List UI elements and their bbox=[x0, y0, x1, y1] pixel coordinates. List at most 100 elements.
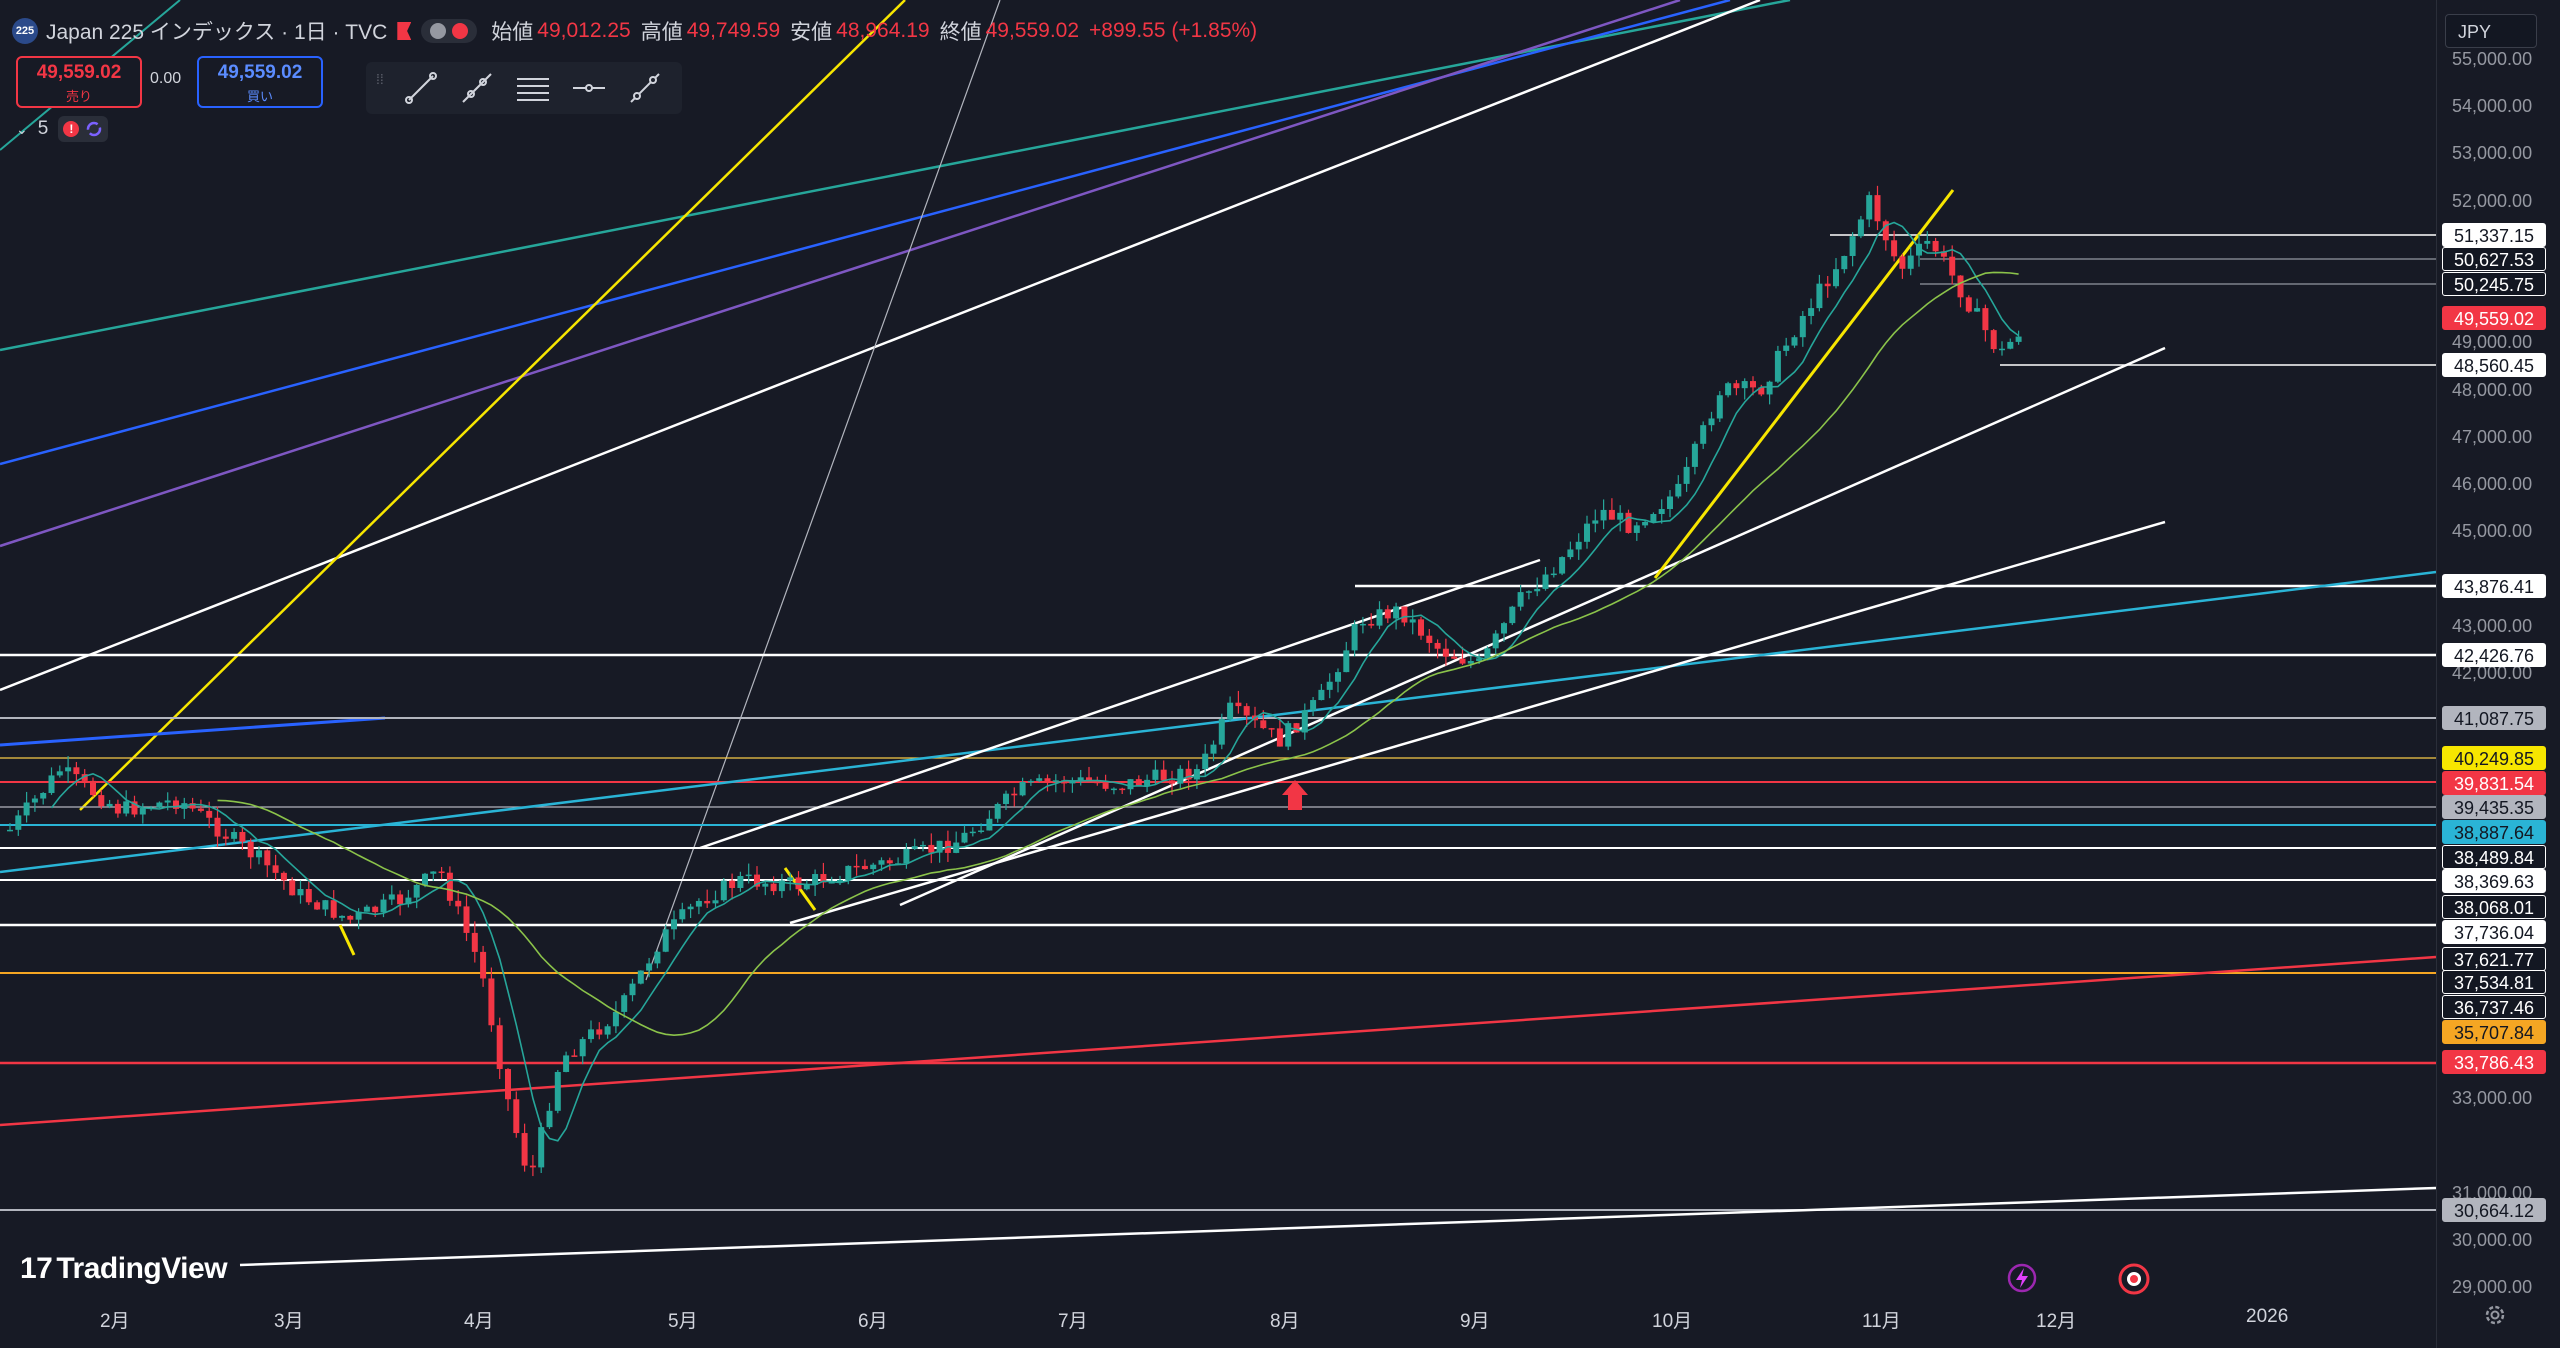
drag-handle-icon[interactable]: ⁞⁞ bbox=[376, 71, 384, 87]
candle bbox=[123, 801, 130, 814]
candle bbox=[1525, 591, 1532, 593]
warning-icon: ! bbox=[63, 121, 80, 137]
candle bbox=[56, 771, 63, 776]
tradingview-logo[interactable]: 17 TradingView bbox=[20, 1252, 228, 1286]
trend-line-blue-short[interactable] bbox=[0, 716, 386, 747]
candle bbox=[1633, 525, 1640, 533]
price-tick: 33,000.00 bbox=[2452, 1088, 2533, 1109]
candle bbox=[1119, 788, 1126, 791]
record-icon[interactable] bbox=[2117, 1262, 2151, 1296]
candle bbox=[1708, 418, 1715, 426]
candle bbox=[1218, 719, 1225, 745]
candle bbox=[48, 775, 55, 793]
arrow-marker-icon[interactable] bbox=[1282, 780, 1308, 810]
high-value: 49,749.59 bbox=[686, 19, 781, 42]
yellow-mark-1[interactable] bbox=[338, 924, 356, 956]
candle bbox=[529, 1165, 536, 1168]
trend-line-tool-icon[interactable] bbox=[400, 68, 442, 108]
candle bbox=[1808, 308, 1815, 316]
candle bbox=[189, 803, 196, 809]
extended-line-tool-icon[interactable] bbox=[624, 68, 666, 108]
candle bbox=[1384, 609, 1391, 619]
candle bbox=[1833, 269, 1839, 287]
candle bbox=[413, 884, 420, 898]
candle bbox=[704, 900, 711, 904]
candle bbox=[1127, 779, 1134, 790]
indicator-count[interactable]: 5 bbox=[37, 118, 49, 139]
time-axis-label: 11月 bbox=[1862, 1311, 1901, 1332]
candle bbox=[297, 889, 304, 896]
trend-line-cyan[interactable] bbox=[0, 570, 2437, 874]
sell-button[interactable]: 49,559.02 売り bbox=[16, 56, 142, 108]
time-axis-label: 5月 bbox=[668, 1311, 698, 1332]
candle bbox=[1426, 635, 1433, 643]
candle bbox=[1459, 658, 1466, 664]
trend-line-white[interactable] bbox=[0, 0, 1761, 692]
trend-line-teal[interactable] bbox=[0, 0, 1791, 352]
settings-gear-icon[interactable] bbox=[2482, 1302, 2508, 1328]
candle bbox=[1094, 781, 1101, 784]
trend-line-grey[interactable] bbox=[645, 0, 1001, 981]
horizontal-line-tool-icon[interactable] bbox=[568, 68, 610, 108]
candle bbox=[762, 883, 769, 887]
candle bbox=[1044, 778, 1051, 782]
candle bbox=[397, 894, 404, 905]
candle bbox=[247, 841, 254, 858]
candle bbox=[1260, 720, 1267, 729]
candle bbox=[1949, 256, 1956, 276]
flag-icon[interactable] bbox=[397, 22, 412, 40]
candle bbox=[828, 882, 835, 884]
channel-upper[interactable] bbox=[699, 558, 1541, 850]
chevron-down-icon[interactable]: ⌄ bbox=[16, 120, 28, 137]
compare-toggle[interactable] bbox=[421, 19, 478, 43]
price-label: 30,664.12 bbox=[2442, 1198, 2546, 1222]
candle bbox=[770, 883, 777, 892]
candle bbox=[1210, 744, 1217, 754]
candle bbox=[903, 848, 910, 864]
candle bbox=[1235, 702, 1242, 707]
candle bbox=[214, 817, 221, 837]
candle bbox=[538, 1127, 545, 1168]
candle bbox=[1144, 779, 1151, 786]
trend-line-red[interactable] bbox=[0, 955, 2437, 1127]
candle bbox=[1418, 619, 1424, 636]
ray-tool-icon[interactable] bbox=[456, 68, 498, 108]
candle bbox=[1534, 588, 1541, 592]
currency-select[interactable]: JPY bbox=[2445, 14, 2537, 48]
candle bbox=[471, 932, 478, 952]
candle bbox=[1791, 337, 1798, 346]
price-tick: 46,000.00 bbox=[2452, 474, 2533, 495]
lightning-icon[interactable] bbox=[2006, 1262, 2038, 1294]
channel-lower[interactable] bbox=[789, 520, 2166, 925]
trend-line-yellow[interactable] bbox=[79, 0, 906, 811]
trend-line-purple[interactable] bbox=[0, 0, 1681, 548]
candle bbox=[1799, 315, 1806, 338]
candle bbox=[1675, 483, 1682, 497]
candle bbox=[1716, 395, 1723, 419]
candle bbox=[505, 1069, 511, 1100]
candle bbox=[1227, 702, 1234, 720]
parallel-channel-tool-icon[interactable] bbox=[512, 68, 554, 108]
candle bbox=[197, 808, 204, 811]
price-label: 36,737.46 bbox=[2442, 995, 2546, 1019]
trend-line-white-bottom[interactable] bbox=[239, 1186, 2437, 1267]
candle bbox=[2015, 336, 2022, 342]
trend-line-yellow-2[interactable] bbox=[1653, 189, 1955, 579]
candle bbox=[23, 802, 30, 816]
candle bbox=[1683, 466, 1690, 484]
candle bbox=[463, 906, 470, 933]
candle bbox=[1841, 255, 1848, 270]
candle bbox=[778, 880, 785, 892]
candle bbox=[1086, 777, 1092, 782]
price-label: 37,621.77 bbox=[2442, 947, 2546, 971]
candle bbox=[305, 889, 312, 903]
candle bbox=[1193, 769, 1200, 780]
candle bbox=[1293, 723, 1300, 733]
candle bbox=[1999, 348, 2005, 351]
symbol-title[interactable]: Japan 225 インデックス · 1日 · TVC bbox=[46, 21, 388, 44]
channel-lower-2[interactable] bbox=[899, 346, 2166, 907]
indicator-status[interactable]: ! bbox=[58, 116, 109, 142]
candle bbox=[1110, 788, 1117, 791]
buy-button[interactable]: 49,559.02 買い bbox=[197, 56, 323, 108]
